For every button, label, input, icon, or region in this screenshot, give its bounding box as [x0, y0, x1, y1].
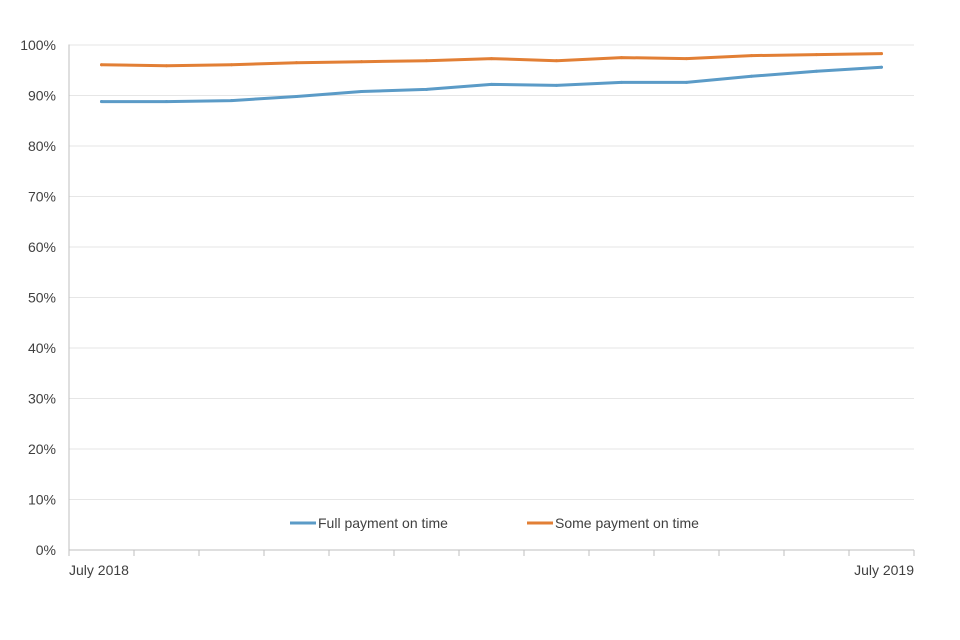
y-tick-label: 0% — [36, 542, 56, 558]
data-point — [360, 60, 363, 64]
data-point — [360, 89, 363, 93]
data-point — [620, 56, 623, 60]
data-point — [880, 52, 883, 56]
y-tick-label: 90% — [28, 88, 56, 104]
data-point — [685, 57, 688, 61]
series-lines — [100, 52, 883, 104]
y-tick-label: 100% — [20, 37, 56, 53]
data-point — [555, 59, 558, 63]
legend-label-some-payment: Some payment on time — [555, 515, 699, 531]
y-tick-label: 80% — [28, 138, 56, 154]
y-tick-label: 40% — [28, 340, 56, 356]
data-point — [425, 87, 428, 91]
x-axis-ticks: July 2018 July 2019 — [68, 550, 915, 578]
data-point — [685, 80, 688, 84]
data-point — [230, 99, 233, 103]
data-point — [555, 83, 558, 87]
y-tick-label: 60% — [28, 239, 56, 255]
data-point — [620, 80, 623, 84]
y-axis-ticks: 0% 10% 20% 30% 40% 50% 60% 70% 80% 90% 100% — [20, 37, 56, 558]
y-tick-label: 50% — [28, 290, 56, 306]
data-point — [165, 100, 168, 104]
data-point — [490, 57, 493, 61]
legend: Full payment on time Some payment on tim… — [290, 515, 699, 531]
data-point — [295, 95, 298, 99]
x-tick-label-end: July 2019 — [854, 562, 914, 578]
data-point — [100, 100, 103, 104]
data-point — [100, 63, 103, 67]
y-tick-label: 70% — [28, 189, 56, 205]
x-tick-label-start: July 2018 — [69, 562, 129, 578]
data-point — [750, 54, 753, 58]
data-point — [165, 64, 168, 68]
data-point — [880, 65, 883, 69]
data-point — [815, 69, 818, 73]
data-point — [230, 63, 233, 67]
axes — [68, 44, 914, 551]
y-tick-label: 20% — [28, 441, 56, 457]
legend-label-full-payment: Full payment on time — [318, 515, 448, 531]
data-point — [750, 74, 753, 78]
y-tick-label: 10% — [28, 492, 56, 508]
gridlines — [69, 44, 914, 500]
data-point — [815, 53, 818, 57]
data-point — [295, 61, 298, 65]
data-point — [425, 59, 428, 63]
y-tick-label: 30% — [28, 391, 56, 407]
data-point — [490, 82, 493, 86]
